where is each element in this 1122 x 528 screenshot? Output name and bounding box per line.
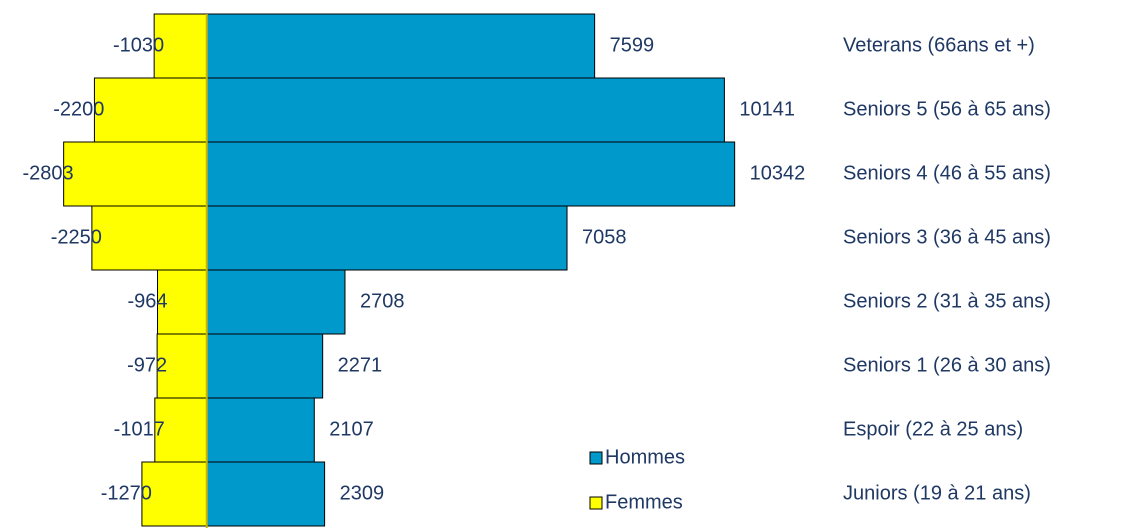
value-label: 2107 — [329, 418, 374, 440]
bar — [206, 269, 346, 335]
value-label: -964 — [127, 290, 167, 312]
legend-label: Femmes — [605, 491, 683, 513]
bar — [206, 77, 725, 143]
bar — [206, 141, 736, 207]
value-label: -1030 — [113, 34, 164, 56]
bar — [206, 397, 315, 463]
value-label: -2200 — [53, 98, 104, 120]
legend-swatch — [589, 496, 603, 510]
category-label: Seniors 1 (26 à 30 ans) — [843, 354, 1051, 376]
value-label: 10342 — [750, 162, 806, 184]
bar — [141, 461, 208, 527]
category-label: Espoir (22 à 25 ans) — [843, 418, 1023, 440]
bar — [206, 333, 324, 399]
bar — [153, 13, 208, 79]
value-label: -2250 — [51, 226, 102, 248]
bar — [93, 77, 208, 143]
value-label: -1270 — [101, 482, 152, 504]
value-label: -2803 — [22, 162, 73, 184]
value-label: 10141 — [739, 98, 795, 120]
bar — [206, 13, 596, 79]
value-label: 2271 — [338, 354, 383, 376]
value-label: -1017 — [114, 418, 165, 440]
value-label: 2309 — [340, 482, 385, 504]
category-label: Seniors 5 (56 à 65 ans) — [843, 98, 1051, 120]
category-label: Seniors 3 (36 à 45 ans) — [843, 226, 1051, 248]
legend-swatch — [589, 451, 603, 465]
bar — [156, 333, 208, 399]
category-label: Veterans (66ans et +) — [843, 34, 1035, 56]
category-label: Seniors 4 (46 à 55 ans) — [843, 162, 1051, 184]
value-label: 7599 — [610, 34, 655, 56]
category-label: Seniors 2 (31 à 35 ans) — [843, 290, 1051, 312]
bar — [91, 205, 208, 271]
value-label: 2708 — [360, 290, 405, 312]
bar — [63, 141, 208, 207]
category-label: Juniors (19 à 21 ans) — [843, 482, 1031, 504]
value-label: 7058 — [582, 226, 627, 248]
bar — [206, 205, 568, 271]
value-label: -972 — [127, 354, 167, 376]
bar — [157, 269, 208, 335]
legend-label: Hommes — [605, 446, 685, 468]
bar — [206, 461, 326, 527]
